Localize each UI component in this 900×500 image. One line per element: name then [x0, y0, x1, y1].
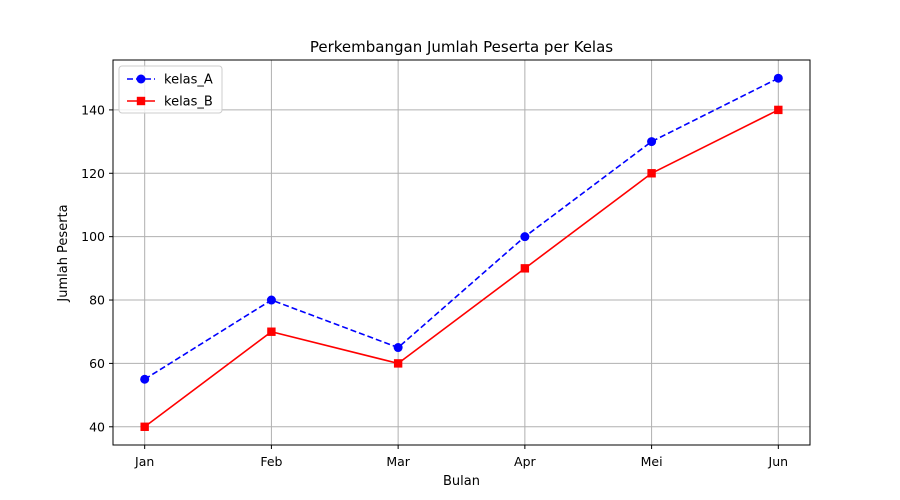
- y-tick-label: 140: [81, 102, 105, 117]
- legend-entry-kelas_B: kelas_B: [127, 95, 213, 110]
- data-point: [266, 295, 276, 305]
- x-tick-label: Mei: [641, 454, 663, 469]
- legend-marker: [136, 96, 146, 106]
- legend-entry-kelas_A: kelas_A: [127, 73, 213, 88]
- y-tick-label: 60: [89, 356, 105, 371]
- x-tick-label: Jan: [134, 454, 154, 469]
- ticks: Jan Feb Mar Apr Mei Jun 40 60 80 100 120 140: [81, 102, 788, 469]
- x-tick-label: Apr: [514, 454, 536, 469]
- y-tick-label: 80: [89, 293, 105, 308]
- series-kelas_A: [140, 73, 783, 384]
- data-point: [520, 264, 530, 273]
- data-point: [140, 422, 149, 431]
- data-point: [520, 232, 530, 242]
- data-point: [773, 73, 783, 83]
- data-point: [267, 327, 276, 336]
- legend-marker: [136, 74, 146, 84]
- y-tick-label: 100: [81, 229, 105, 244]
- y-tick-label: 120: [81, 166, 105, 181]
- data-point: [140, 374, 150, 384]
- series-line: [144, 77, 779, 380]
- y-tick-label: 40: [89, 419, 105, 434]
- series-layer: [140, 73, 783, 431]
- x-tick-label: Mar: [386, 454, 410, 469]
- y-axis-title: Jumlah Peserta: [56, 204, 71, 302]
- series-line: [144, 109, 779, 428]
- legend: kelas_A kelas_B: [118, 65, 223, 114]
- data-point: [393, 359, 403, 368]
- legend-label: kelas_B: [164, 95, 213, 110]
- plot-frame: [112, 59, 811, 446]
- data-point: [393, 343, 403, 353]
- legend-label: kelas_A: [164, 73, 213, 88]
- chart-title: Perkembangan Jumlah Peserta per Kelas: [310, 38, 613, 56]
- data-point: [647, 137, 657, 147]
- x-axis-title: Bulan: [443, 474, 480, 489]
- x-tick-label: Jun: [768, 454, 789, 469]
- data-point: [774, 105, 783, 115]
- data-point: [647, 169, 656, 178]
- series-kelas_B: [140, 105, 783, 431]
- x-tick-label: Feb: [260, 454, 282, 469]
